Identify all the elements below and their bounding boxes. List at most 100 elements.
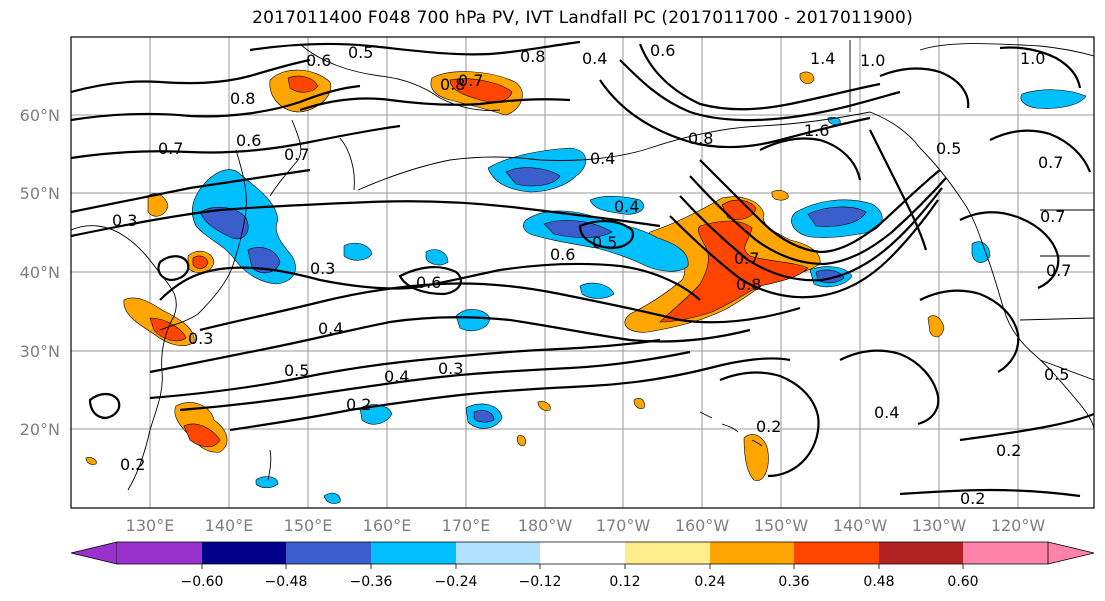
- graticule: [71, 37, 1094, 508]
- contour-label: 0.4: [614, 197, 639, 216]
- contour-line: [638, 43, 881, 111]
- contour-label: 0.3: [188, 329, 213, 348]
- contour-line: [71, 124, 401, 160]
- colorbar-ticks: [201, 564, 964, 569]
- shade-neg: [255, 476, 279, 489]
- contour-label: 0.8: [520, 47, 545, 66]
- map-frame: [70, 36, 1095, 509]
- contour-label: 0.2: [346, 395, 371, 414]
- contour-line: [199, 282, 801, 332]
- colorbar-tick-labels: −0.60 −0.48 −0.36 −0.24 −0.12 0.12 0.24 …: [181, 574, 979, 590]
- colorbar-segment: [456, 542, 540, 564]
- shade-neg: [199, 206, 249, 240]
- contour-label: 0.3: [438, 359, 463, 378]
- contour-label: 1.0: [1020, 49, 1045, 68]
- coast-kamchatka: [269, 119, 302, 197]
- lon-label: 140°W: [833, 516, 888, 535]
- contour-line: [157, 255, 190, 282]
- lon-label: 150°E: [284, 516, 333, 535]
- contour-label: 0.5: [1044, 365, 1069, 384]
- colorbar-tick-label: −0.60: [181, 574, 224, 590]
- lon-label: 130°E: [126, 516, 175, 535]
- coast-north-america: [869, 111, 1094, 431]
- contour-line: [679, 187, 943, 282]
- coast-siberia: [299, 43, 501, 111]
- colorbar-segment: [625, 542, 710, 564]
- colorbar-segment: [710, 542, 794, 564]
- contour-label: 0.6: [650, 41, 675, 60]
- contour-label: 0.6: [416, 273, 441, 292]
- lat-label: 40°N: [20, 263, 60, 282]
- coast-asia: [71, 225, 177, 491]
- contour-line: [669, 199, 939, 299]
- contour-label: 0.4: [874, 403, 899, 422]
- contour-line: [398, 266, 462, 296]
- shade-pos: [516, 435, 526, 447]
- shade-neg: [425, 249, 449, 266]
- contours: [71, 40, 1094, 498]
- contour-label: 0.7: [1038, 153, 1063, 172]
- contour-label: 0.7: [284, 145, 309, 164]
- contour-label: 0.3: [310, 259, 335, 278]
- lon-label: 150°W: [754, 516, 809, 535]
- contour-label: 0.7: [734, 249, 759, 268]
- contour-label: 0.6: [236, 131, 261, 150]
- contour-label: 0.2: [960, 489, 985, 508]
- contour-label: 0.5: [284, 361, 309, 380]
- colorbar: −0.60 −0.48 −0.36 −0.24 −0.12 0.12 0.24 …: [70, 541, 1095, 590]
- contour-line: [999, 46, 1082, 89]
- shade-pos: [721, 199, 757, 220]
- contour-line: [759, 137, 862, 181]
- lon-label: 130°W: [912, 516, 967, 535]
- contour-line: [959, 211, 1060, 290]
- contour-label: 0.4: [318, 319, 343, 338]
- contour-line: [88, 392, 121, 420]
- shade-pos: [799, 71, 815, 84]
- shade-neg: [343, 242, 373, 261]
- lon-label: 120°W: [991, 516, 1046, 535]
- lat-label: 30°N: [20, 342, 60, 361]
- contour-line: [249, 40, 581, 56]
- coast-kamchatka-east: [339, 137, 355, 191]
- contour-label: 0.6: [550, 245, 575, 264]
- colorbar-tick-label: −0.12: [519, 574, 562, 590]
- colorbar-segment: [794, 542, 879, 564]
- lon-label: 180°W: [518, 516, 573, 535]
- shade-pos: [85, 457, 97, 465]
- contour-label: 0.5: [592, 233, 617, 252]
- colorbar-extend-min: [70, 541, 118, 565]
- colorbar-segment: [371, 542, 456, 564]
- contour-label: 0.7: [458, 71, 483, 90]
- contour-label: 0.8: [230, 89, 255, 108]
- shade-pos: [147, 193, 169, 217]
- contour-line: [299, 97, 571, 112]
- shade-pos: [743, 434, 769, 481]
- lat-label: 60°N: [20, 106, 60, 125]
- colorbar-segment: [879, 542, 963, 564]
- lon-label: 170°W: [596, 516, 651, 535]
- lon-label: 160°E: [363, 516, 412, 535]
- colorbar-segment: [202, 542, 286, 564]
- contour-line: [699, 159, 941, 254]
- contour-line: [71, 168, 311, 214]
- colorbar-tick-label: 0.48: [863, 574, 894, 590]
- shade-neg: [543, 219, 613, 238]
- contour-line: [839, 349, 940, 426]
- contour-label: 0.4: [384, 367, 409, 386]
- shade-neg: [323, 492, 341, 504]
- shade-pos: [537, 401, 551, 411]
- contour-line: [919, 289, 1020, 373]
- shade-pos: [183, 423, 221, 448]
- shade-neg: [505, 167, 561, 187]
- colorbar-segment: [540, 542, 625, 564]
- colorbar-extend-max: [1047, 541, 1095, 565]
- lon-labels: 130°E 140°E 150°E 160°E 170°E 180°W 170°…: [126, 516, 1046, 535]
- hawaii-islands: [699, 411, 763, 447]
- coast-arctic: [919, 43, 1094, 57]
- contour-line: [71, 84, 361, 122]
- shade-pos: [287, 75, 319, 93]
- shade-neg: [359, 404, 393, 425]
- shade-neg: [971, 241, 991, 263]
- contour-label: 0.8: [688, 129, 713, 148]
